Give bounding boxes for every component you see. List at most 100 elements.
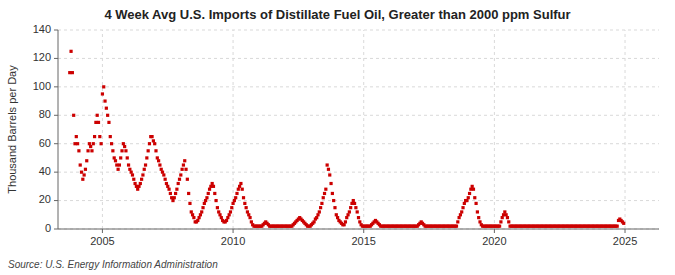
point [474,202,477,205]
point [211,182,214,185]
point [83,173,86,176]
point [81,178,84,181]
point [246,210,249,213]
point [616,225,619,228]
x-tick-label: 2015 [351,235,375,247]
y-grid-line [58,30,659,31]
point [461,206,464,209]
y-tick [54,30,58,31]
point [84,168,87,171]
point [472,188,475,191]
y-tick [54,143,58,144]
point [348,210,351,213]
point [467,196,470,199]
point [123,145,126,148]
point [103,99,106,102]
point [160,168,163,171]
point [207,192,210,195]
point [173,196,176,199]
point [127,163,130,166]
point [190,210,193,213]
point [199,213,202,216]
point [76,142,79,145]
point [501,216,504,219]
point [136,188,139,191]
point [345,216,348,219]
y-tick [54,86,58,87]
point [157,159,160,162]
point [93,135,96,138]
point [105,107,108,110]
point [329,182,332,185]
point [184,168,187,171]
point [174,192,177,195]
point [228,213,231,216]
point [109,135,112,138]
y-tick-label: 140 [33,23,51,35]
y-grid-line [58,58,659,59]
point [111,149,114,152]
point [130,171,133,174]
point [465,199,468,202]
point [335,213,338,216]
y-tick [54,229,58,230]
point [358,220,361,223]
x-tick-label: 2020 [482,235,506,247]
point [156,156,159,159]
point [86,149,89,152]
point [186,178,189,181]
point [128,168,131,171]
point [203,202,206,205]
point [126,156,129,159]
point [460,210,463,213]
point [208,188,211,191]
point [354,206,357,209]
points [68,50,625,228]
point [152,139,155,142]
y-tick-label: 0 [45,222,51,234]
y-axis-line [58,30,59,229]
point [139,182,142,185]
point [88,142,91,145]
point [343,223,346,226]
point [182,163,185,166]
point [110,142,113,145]
point [167,188,170,191]
x-tick [494,229,495,233]
point [97,121,100,124]
point [100,142,103,145]
y-grid-line [58,229,659,230]
point [320,202,323,205]
point [344,220,347,223]
x-tick-label: 2025 [613,235,637,247]
point [459,213,462,216]
axes: 02040608010012014020052010201520202025 [33,23,659,247]
point [124,149,127,152]
y-grid-line [58,115,659,116]
point [248,216,251,219]
point [507,220,510,223]
point [181,168,184,171]
point [117,168,120,171]
source-note: Source: U.S. Energy Information Administ… [8,259,218,270]
point [499,220,502,223]
point [153,142,156,145]
point [231,202,234,205]
point [72,114,75,117]
point [80,171,83,174]
x-tick-label: 2010 [221,235,245,247]
point [179,173,182,176]
point [213,192,216,195]
point [242,196,245,199]
x-grid-line [494,30,495,229]
point [505,213,508,216]
point [164,178,167,181]
point [69,50,72,53]
point [336,216,339,219]
point [177,182,180,185]
chart-svg: 020406080100120140200520102015202020254 … [0,0,675,275]
point [175,188,178,191]
point [473,196,476,199]
point [90,149,93,152]
point [503,210,506,213]
